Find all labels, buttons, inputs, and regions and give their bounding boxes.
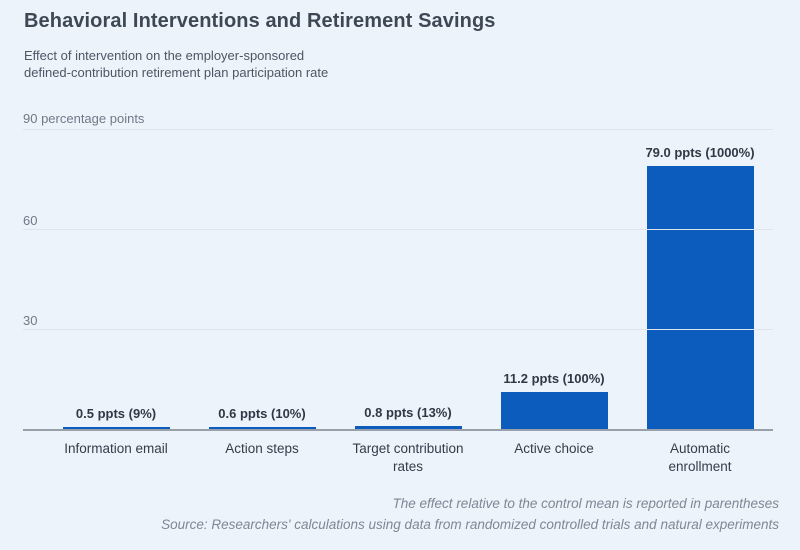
bar-value-label: 11.2 ppts (100%) <box>503 370 605 386</box>
bar-4 <box>500 391 608 429</box>
x-tick-label: Target contribution rates <box>352 441 464 474</box>
x-tick-label: Active choice <box>514 441 594 456</box>
y-tick-label-60: 60 <box>23 213 38 228</box>
bar-value-label: 0.5 ppts (9%) <box>75 406 157 421</box>
bar-value-label: 79.0 ppts (1000%) <box>645 144 755 160</box>
gridline-90 <box>23 129 773 130</box>
gridline-30 <box>23 329 773 330</box>
bars-row: 0.5 ppts (9%) 0.6 ppts (10%) 0.8 ppts (13%… <box>43 129 773 429</box>
bar-column: 79.0 ppts (1000%) <box>627 129 773 429</box>
footnotes: The effect relative to the control mean … <box>161 494 779 535</box>
x-tick-label: Automatic enrollment <box>668 441 732 474</box>
source-line: Source: Researchers' calculations using … <box>161 516 779 532</box>
plot-area: 0.5 ppts (9%) 0.6 ppts (10%) 0.8 ppts (13%… <box>23 129 773 431</box>
x-axis-labels: Information email Action steps Target cont… <box>43 440 773 476</box>
gridline-60 <box>23 229 773 230</box>
bar-value-label: 0.8 ppts (13%) <box>364 405 452 421</box>
bar-2 <box>208 427 316 429</box>
bar-5 <box>646 165 754 429</box>
bar-column: 0.8 ppts (13%) <box>335 129 481 429</box>
x-tick-label: Information email <box>64 441 168 456</box>
bar-3 <box>354 426 462 429</box>
bar-1 <box>62 427 170 429</box>
y-tick-label-30: 30 <box>23 313 38 328</box>
bar-column: 11.2 ppts (100%) <box>481 129 627 429</box>
bar-value-label: 0.6 ppts (10%) <box>218 406 306 421</box>
bar-column: 0.5 ppts (9%) <box>43 129 189 429</box>
note-line: The effect relative to the control mean … <box>392 496 779 511</box>
chart-subtitle: Effect of intervention on the employer-s… <box>24 48 329 80</box>
bar-column: 0.6 ppts (10%) <box>189 129 335 429</box>
x-tick-label: Action steps <box>225 441 299 456</box>
chart-title: Behavioral Interventions and Retirement … <box>24 10 496 32</box>
y-axis-unit-label: 90 percentage points <box>23 111 145 126</box>
